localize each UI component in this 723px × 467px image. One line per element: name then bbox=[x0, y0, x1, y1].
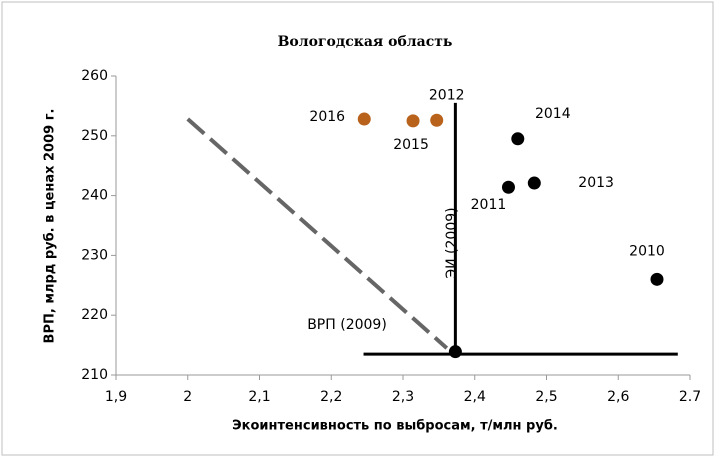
point-label: 2014 bbox=[535, 106, 571, 122]
y-tick-label: 260 bbox=[81, 68, 108, 84]
y-tick-label: 210 bbox=[81, 367, 108, 383]
point bbox=[406, 114, 420, 128]
point bbox=[501, 180, 515, 194]
chart-title: Вологодская область bbox=[278, 34, 453, 50]
x-tick-label: 2,4 bbox=[464, 389, 486, 405]
x-axis-label: Экоинтенсивность по выбросам, т/млн руб. bbox=[232, 419, 558, 434]
y-tick-label: 220 bbox=[81, 307, 108, 323]
point-label: 2010 bbox=[629, 243, 665, 259]
annotation: ВРП (2009) bbox=[307, 317, 387, 333]
point-label: 2013 bbox=[578, 175, 614, 191]
x-tick-label: 2,2 bbox=[320, 389, 342, 405]
point-label: 2012 bbox=[429, 87, 465, 103]
annotation: ЭИ (2009) bbox=[444, 207, 460, 278]
y-tick-label: 250 bbox=[81, 128, 108, 144]
x-tick-label: 2,1 bbox=[248, 389, 270, 405]
point-label: 2015 bbox=[393, 137, 429, 153]
x-tick-label: 2,3 bbox=[392, 389, 414, 405]
point bbox=[357, 112, 371, 126]
x-tick-label: 2,6 bbox=[607, 389, 629, 405]
y-axis-label: ВРП, млрд руб. в ценах 2009 г. bbox=[43, 109, 58, 344]
point-label: 2016 bbox=[309, 109, 345, 125]
reference-line bbox=[186, 117, 449, 350]
point bbox=[430, 113, 444, 127]
y-tick-label: 230 bbox=[81, 247, 108, 263]
y-tick-label: 240 bbox=[81, 188, 108, 204]
point bbox=[527, 176, 541, 190]
x-tick-label: 2,5 bbox=[535, 389, 557, 405]
x-tick-label: 2.7 bbox=[679, 389, 701, 405]
point bbox=[448, 345, 462, 359]
point bbox=[650, 272, 664, 286]
x-tick-label: 2 bbox=[183, 389, 192, 405]
point bbox=[511, 132, 525, 146]
x-tick-label: 1,9 bbox=[105, 389, 127, 405]
chart-frame bbox=[1, 1, 714, 456]
point-label: 2011 bbox=[471, 197, 507, 213]
